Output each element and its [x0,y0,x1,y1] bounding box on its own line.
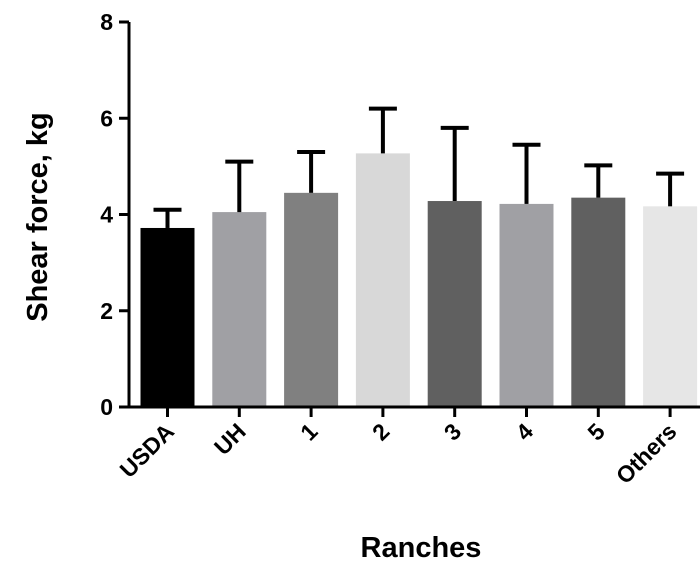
bar [643,206,698,407]
x-axis-label: Ranches [361,532,482,564]
bar [140,227,195,407]
y-tick-label: 0 [100,394,113,420]
x-tick-label: UH [209,418,251,460]
x-tick-label: 4 [511,418,539,446]
bars [140,153,698,407]
x-tick-label: Others [611,418,682,489]
bar [212,212,267,407]
x-tick-label: 1 [295,418,323,446]
y-tick-label: 6 [100,105,113,131]
bar [571,197,626,407]
y-tick-label: 4 [100,202,113,228]
bar [427,201,482,407]
x-tick-label: USDA [115,418,179,482]
y-tick-label: 8 [100,9,113,35]
y-axis-label: Shear force, kg [22,112,54,322]
bar [499,203,554,407]
error-bars [153,106,685,228]
x-tick-label: 3 [439,418,466,445]
x-tick-label: 5 [582,418,610,446]
x-tick-label: 2 [367,418,394,445]
bar [355,153,410,407]
bar [284,192,339,407]
y-tick-label: 2 [100,298,113,324]
